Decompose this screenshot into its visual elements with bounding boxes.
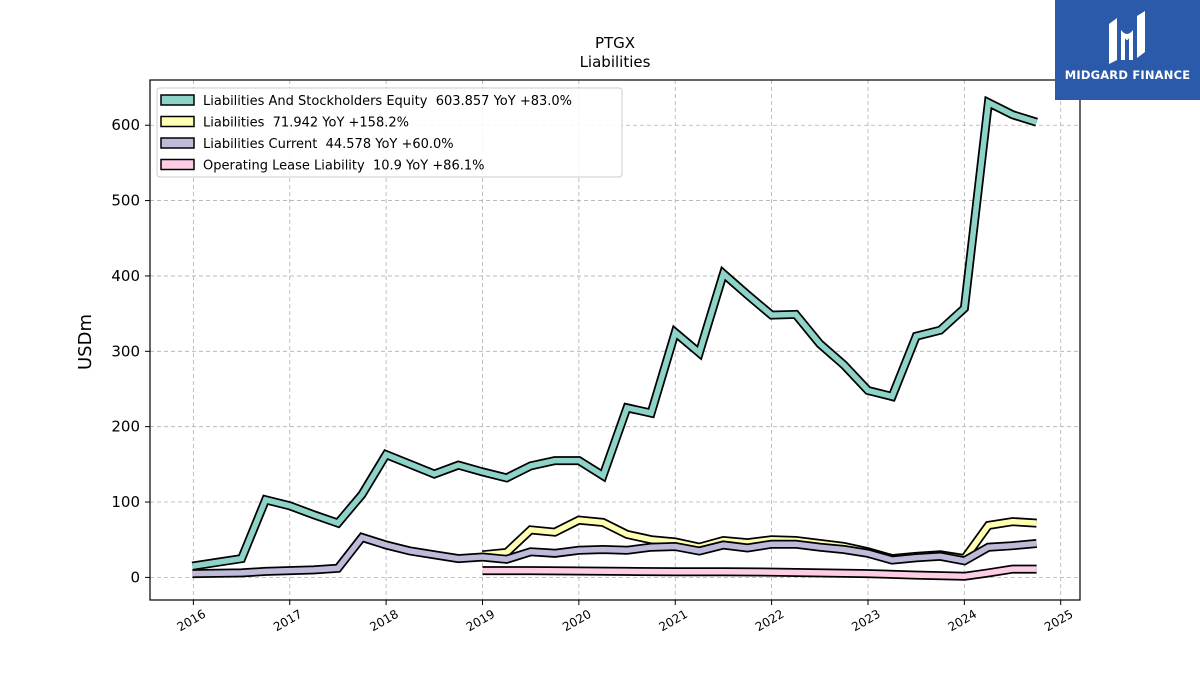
y-tick-label: 200 xyxy=(111,418,140,436)
x-tick-label: 2022 xyxy=(753,607,786,634)
y-axis-label: USDm xyxy=(75,314,96,370)
legend: Liabilities And Stockholders Equity 603.… xyxy=(156,87,623,178)
y-axis: 0 100 200 300 400 500 600 xyxy=(111,116,150,586)
x-tick-label: 2024 xyxy=(946,607,979,634)
x-tick-label: 2017 xyxy=(271,607,304,634)
x-tick-label: 2025 xyxy=(1042,607,1075,634)
chart-title: PTGX xyxy=(595,34,635,52)
x-tick-label: 2021 xyxy=(657,607,690,634)
x-tick-label: 2019 xyxy=(464,607,497,634)
legend-box xyxy=(156,87,623,178)
x-axis: 2016 2017 2018 2019 2020 2021 2022 2023 2024 2025 xyxy=(175,600,1075,634)
legend-swatch xyxy=(160,94,195,106)
legend-label: Operating Lease Liability 10.9 YoY +86.1… xyxy=(203,159,484,174)
series-line-3 xyxy=(482,566,1037,580)
series-line-2 xyxy=(192,534,1037,577)
legend-swatch xyxy=(160,158,195,171)
y-tick-label: 400 xyxy=(111,267,140,285)
brand-logo: MIDGARD FINANCE xyxy=(1055,0,1200,100)
x-tick-label: 2018 xyxy=(367,607,400,634)
legend-label: Liabilities And Stockholders Equity 603.… xyxy=(203,94,572,109)
legend-label: Liabilities 71.942 YoY +158.2% xyxy=(203,116,409,131)
y-tick-label: 0 xyxy=(130,568,140,586)
legend-swatch xyxy=(160,115,195,128)
y-tick-label: 300 xyxy=(111,342,140,360)
legend-swatch xyxy=(160,137,195,149)
chart-subtitle: Liabilities xyxy=(580,53,651,71)
x-tick-label: 2023 xyxy=(849,607,882,634)
brand-name: MIDGARD FINANCE xyxy=(1064,68,1191,82)
midgard-logo-icon xyxy=(1109,11,1145,64)
y-tick-label: 500 xyxy=(111,192,140,210)
legend-label: Liabilities Current 44.578 YoY +60.0% xyxy=(203,137,454,152)
y-tick-label: 100 xyxy=(111,493,140,511)
x-tick-label: 2020 xyxy=(560,607,593,634)
y-tick-label: 600 xyxy=(111,116,140,134)
series-line-0 xyxy=(191,98,1038,569)
series-lines xyxy=(191,95,1038,581)
plot-frame xyxy=(149,79,1081,601)
x-tick-label: 2016 xyxy=(175,607,208,634)
